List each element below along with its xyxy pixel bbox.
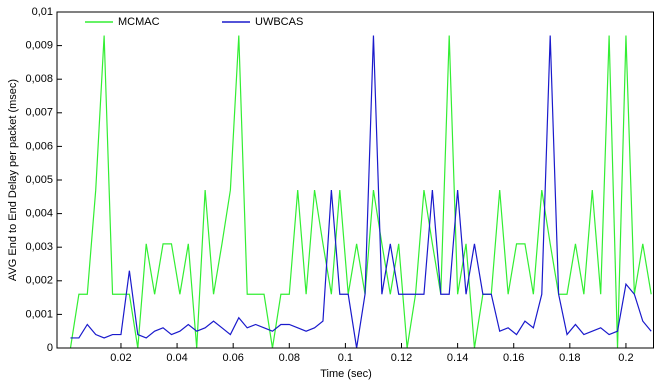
legend-label: MCMAC (118, 16, 160, 28)
x-tick-label: 0.08 (279, 352, 300, 364)
y-tick-label: 0,007 (25, 107, 53, 119)
x-axis-label: Time (sec) (320, 368, 372, 380)
x-tick-label: 0.1 (338, 352, 353, 364)
x-tick-label: 0.04 (166, 352, 187, 364)
x-tick-label: 0.06 (222, 352, 243, 364)
x-tick-label: 0.18 (559, 352, 580, 364)
x-tick-label: 0.2 (618, 352, 633, 364)
y-tick-label: 0,004 (25, 208, 53, 220)
plot-frame (56, 11, 654, 349)
x-tick-label: 0.12 (391, 352, 412, 364)
x-tick-label: 0.16 (503, 352, 524, 364)
y-axis-label: AVG End to End Delay per packet (msec) (7, 79, 19, 281)
y-tick-label: 0,008 (25, 73, 53, 85)
y-tick-label: 0 (47, 342, 53, 354)
y-tick-label: 0,002 (25, 275, 53, 287)
y-tick-label: 0,006 (25, 140, 53, 152)
y-tick-label: 0,005 (25, 174, 53, 186)
legend-label: UWBCAS (255, 16, 303, 28)
y-tick-label: 0,003 (25, 241, 53, 253)
x-tick-label: 0.02 (110, 352, 131, 364)
y-tick-label: 0,001 (25, 308, 53, 320)
y-tick-label: 0,009 (25, 40, 53, 52)
line-series (70, 35, 652, 349)
y-tick-label: 0,01 (32, 6, 53, 18)
line-series (69, 35, 652, 349)
x-tick-label: 0.14 (447, 352, 468, 364)
